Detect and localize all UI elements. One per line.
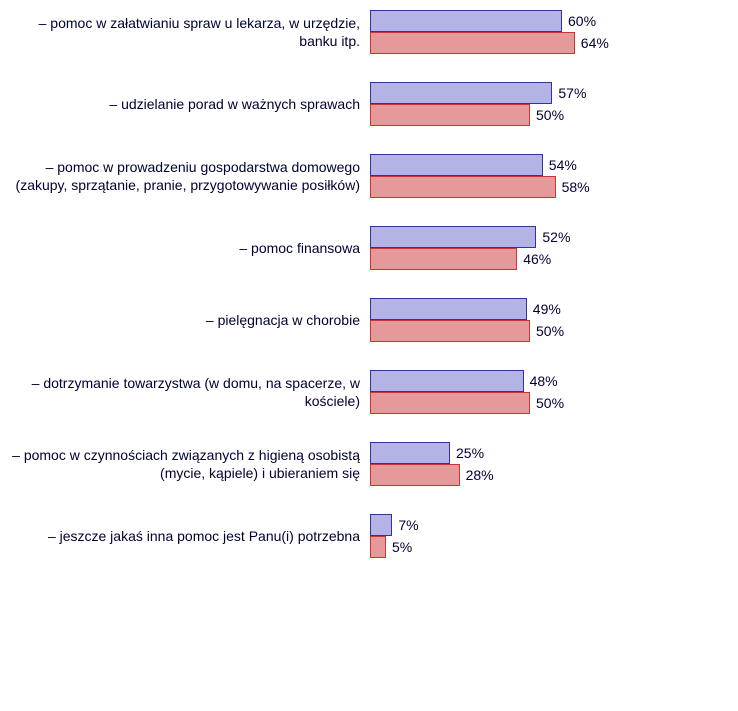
bar-line: 57% [370, 82, 728, 104]
category-label: – pielęgnacja w chorobie [0, 311, 370, 329]
chart-row: – jeszcze jakaś inna pomoc jest Panu(i) … [0, 514, 728, 558]
bar-value: 58% [562, 179, 590, 195]
bars-group: 7%5% [370, 514, 728, 558]
bars-group: 57%50% [370, 82, 728, 126]
bar-line: 64% [370, 32, 728, 54]
category-label: – pomoc w załatwianiu spraw u lekarza, w… [0, 14, 370, 50]
chart-row: – dotrzymanie towarzystwa (w domu, na sp… [0, 370, 728, 414]
bar [370, 392, 530, 414]
bar-line: 28% [370, 464, 728, 486]
bar [370, 32, 575, 54]
bar-value: 5% [392, 539, 412, 555]
category-label: – pomoc w czynnościach związanych z higi… [0, 446, 370, 482]
bar [370, 464, 460, 486]
bar-line: 50% [370, 104, 728, 126]
bar [370, 298, 527, 320]
category-label: – jeszcze jakaś inna pomoc jest Panu(i) … [0, 527, 370, 545]
bars-group: 52%46% [370, 226, 728, 270]
bar-value: 54% [549, 157, 577, 173]
bars-group: 54%58% [370, 154, 728, 198]
bar-line: 5% [370, 536, 728, 558]
bar-line: 50% [370, 392, 728, 414]
bar-value: 7% [398, 517, 418, 533]
bar-line: 46% [370, 248, 728, 270]
grouped-horizontal-bar-chart: – pomoc w załatwianiu spraw u lekarza, w… [0, 10, 728, 558]
bars-group: 48%50% [370, 370, 728, 414]
bar-line: 52% [370, 226, 728, 248]
bar-value: 50% [536, 395, 564, 411]
chart-row: – pielęgnacja w chorobie49%50% [0, 298, 728, 342]
bar [370, 82, 552, 104]
category-label: – dotrzymanie towarzystwa (w domu, na sp… [0, 374, 370, 410]
bar [370, 320, 530, 342]
bar-value: 60% [568, 13, 596, 29]
bar [370, 176, 556, 198]
bar-line: 58% [370, 176, 728, 198]
chart-row: – pomoc w prowadzeniu gospodarstwa domow… [0, 154, 728, 198]
bar-value: 50% [536, 107, 564, 123]
bar [370, 104, 530, 126]
chart-row: – pomoc w załatwianiu spraw u lekarza, w… [0, 10, 728, 54]
bar [370, 10, 562, 32]
bar [370, 514, 392, 536]
bar [370, 370, 524, 392]
bars-group: 60%64% [370, 10, 728, 54]
chart-row: – pomoc finansowa52%46% [0, 226, 728, 270]
category-label: – pomoc w prowadzeniu gospodarstwa domow… [0, 158, 370, 194]
bar-line: 49% [370, 298, 728, 320]
bar-value: 28% [466, 467, 494, 483]
bar-line: 54% [370, 154, 728, 176]
bar-line: 48% [370, 370, 728, 392]
bar [370, 536, 386, 558]
bar-value: 25% [456, 445, 484, 461]
bar-value: 57% [558, 85, 586, 101]
bar-line: 50% [370, 320, 728, 342]
bar-value: 46% [523, 251, 551, 267]
bar-line: 25% [370, 442, 728, 464]
chart-row: – pomoc w czynnościach związanych z higi… [0, 442, 728, 486]
bars-group: 25%28% [370, 442, 728, 486]
bar-value: 49% [533, 301, 561, 317]
bar-line: 7% [370, 514, 728, 536]
bar-line: 60% [370, 10, 728, 32]
bars-group: 49%50% [370, 298, 728, 342]
bar-value: 52% [542, 229, 570, 245]
bar [370, 226, 536, 248]
bar-value: 50% [536, 323, 564, 339]
category-label: – udzielanie porad w ważnych sprawach [0, 95, 370, 113]
bar-value: 64% [581, 35, 609, 51]
bar-value: 48% [530, 373, 558, 389]
bar [370, 154, 543, 176]
bar [370, 442, 450, 464]
chart-row: – udzielanie porad w ważnych sprawach57%… [0, 82, 728, 126]
bar [370, 248, 517, 270]
category-label: – pomoc finansowa [0, 239, 370, 257]
